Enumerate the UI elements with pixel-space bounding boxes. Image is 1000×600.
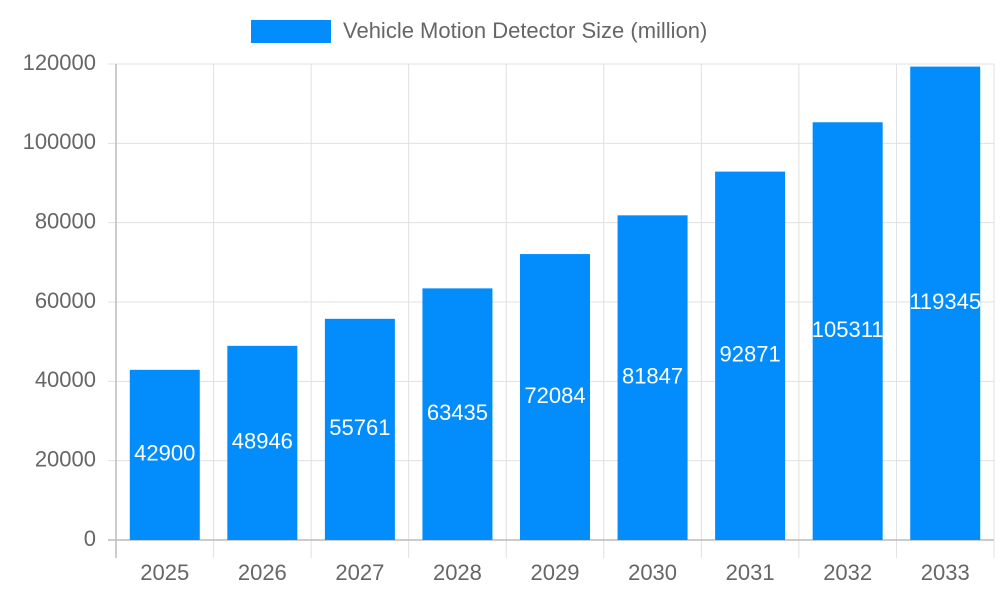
legend-swatch: [251, 20, 331, 43]
bar: [129, 369, 200, 540]
bar: [227, 345, 298, 540]
y-tick-label: 80000: [35, 208, 96, 233]
x-tick-label: 2026: [238, 560, 287, 585]
data-label: 105311: [812, 317, 884, 342]
bar: [422, 288, 493, 540]
x-tick-label: 2033: [921, 560, 970, 585]
data-label: 42900: [134, 441, 195, 466]
y-tick-label: 0: [84, 526, 96, 551]
x-tick-label: 2032: [823, 560, 872, 585]
data-label: 55761: [329, 415, 390, 440]
y-tick-label: 40000: [35, 367, 96, 392]
x-tick-label: 2030: [628, 560, 677, 585]
bar: [324, 318, 395, 540]
data-label: 48946: [232, 429, 293, 454]
x-tick-label: 2027: [335, 560, 384, 585]
data-label: 119345: [909, 289, 981, 314]
x-tick-label: 2025: [140, 560, 189, 585]
data-label: 81847: [622, 363, 683, 388]
data-label: 92871: [720, 342, 781, 367]
bar: [812, 122, 883, 541]
bar: [617, 215, 688, 540]
legend-label: Vehicle Motion Detector Size (million): [343, 18, 707, 43]
y-tick-label: 100000: [23, 129, 96, 154]
y-tick-label: 60000: [35, 288, 96, 313]
y-tick-label: 20000: [35, 446, 96, 471]
bar: [910, 66, 981, 540]
data-label: 63435: [427, 400, 488, 425]
x-tick-label: 2028: [433, 560, 482, 585]
bar: [715, 171, 786, 540]
bars: 42900 48946 55761 63435 72084 81847 92871 10531…: [129, 66, 981, 541]
x-tick-label: 2029: [531, 560, 580, 585]
x-tick-label: 2031: [726, 560, 775, 585]
data-label: 72084: [524, 383, 585, 408]
bar: [520, 254, 590, 540]
y-tick-label: 120000: [23, 50, 96, 75]
